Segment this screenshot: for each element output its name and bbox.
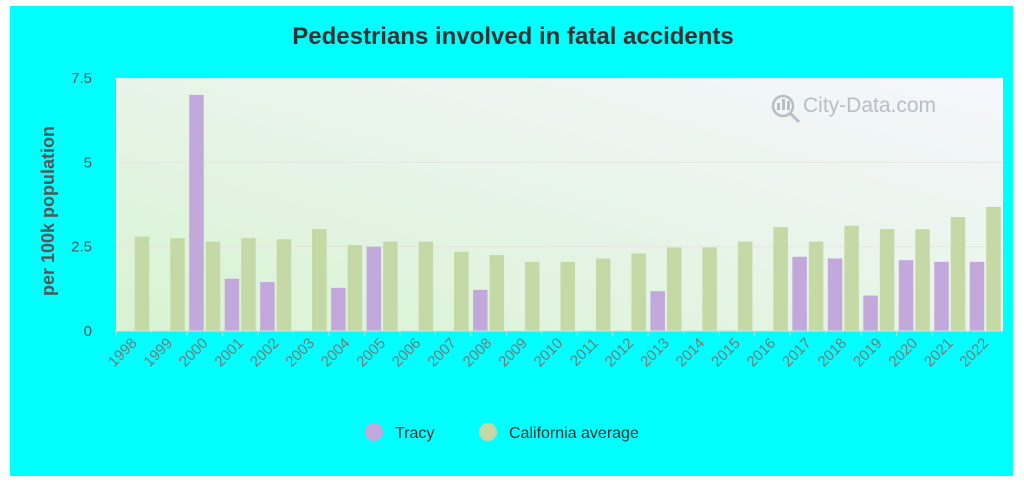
x-tick-label: 2015 — [708, 335, 744, 371]
x-tick-label: 2002 — [247, 335, 283, 371]
bar-tracy-2013 — [650, 291, 665, 331]
bar-california-2001 — [241, 238, 256, 331]
y-tick-label: 7.5 — [71, 70, 92, 87]
x-tick-label: 2007 — [424, 335, 460, 371]
bar-tracy-2021 — [934, 261, 949, 331]
y-tick-label: 0 — [84, 323, 92, 340]
legend-label: California average — [509, 425, 639, 442]
y-tick-label: 5 — [84, 154, 92, 171]
legend-swatch — [365, 423, 383, 441]
bar-california-2017 — [808, 241, 824, 331]
x-tick-label: 2009 — [495, 335, 531, 371]
bar-tracy-2001 — [224, 278, 240, 331]
x-tick-label: 2003 — [282, 335, 318, 371]
bar-tracy-2000 — [189, 94, 204, 331]
x-tick-label: 2013 — [637, 335, 673, 371]
bar-california-2022 — [986, 206, 1001, 331]
watermark-text: City-Data.com — [803, 94, 936, 117]
bar-california-1998 — [134, 236, 150, 331]
y-axis-label: per 100k population — [38, 126, 58, 296]
bar-california-2012 — [631, 253, 646, 331]
bar-california-2015 — [737, 241, 753, 331]
x-tick-label: 2020 — [886, 335, 922, 371]
bar-california-2021 — [950, 216, 966, 331]
y-tick-label: 2.5 — [71, 239, 92, 256]
watermark: City-Data.com — [771, 94, 936, 124]
x-tick-label: 2022 — [956, 335, 992, 371]
x-tick-label: 2021 — [921, 335, 957, 371]
x-tick-label: 2012 — [602, 335, 638, 371]
bar-tracy-2022 — [969, 261, 985, 331]
x-tick-label: 1998 — [105, 335, 141, 371]
bar-california-2006 — [418, 241, 434, 331]
bar-tracy-2018 — [827, 258, 843, 331]
city-data-logo-icon — [771, 94, 801, 124]
bar-tracy-2017 — [792, 256, 807, 331]
bar-california-2002 — [276, 239, 292, 331]
x-tick-label: 2018 — [815, 335, 851, 371]
chart-title: Pedestrians involved in fatal accidents — [292, 23, 734, 50]
x-tick-label: 2008 — [460, 335, 496, 371]
bar-tracy-2004 — [331, 287, 346, 331]
bar-california-2013 — [666, 247, 682, 331]
bar-california-1999 — [170, 238, 185, 331]
bar-california-2008 — [489, 255, 505, 331]
x-tick-label: 2001 — [211, 335, 247, 371]
bar-california-2020 — [915, 229, 930, 331]
x-tick-label: 2000 — [176, 335, 212, 371]
x-tick-label: 2004 — [318, 335, 354, 371]
x-tick-label: 2016 — [744, 335, 780, 371]
chart-svg: Pedestrians involved in fatal accidents … — [38, 23, 1003, 442]
bar-california-2004 — [347, 244, 363, 331]
bar-tracy-2020 — [898, 260, 914, 331]
x-tick-label: 1999 — [140, 335, 176, 371]
bar-california-2000 — [205, 241, 221, 331]
bar-california-2010 — [560, 261, 575, 331]
x-tick-label: 2014 — [673, 335, 709, 371]
chart-frame: Pedestrians involved in fatal accidents … — [10, 6, 1013, 476]
bar-tracy-2005 — [366, 246, 382, 331]
x-tick-label: 2017 — [779, 335, 815, 371]
legend-item-tracy[interactable]: Tracy — [365, 423, 434, 442]
x-tick-label: 2011 — [567, 335, 602, 370]
bar-california-2007 — [454, 251, 469, 331]
bar-tracy-2008 — [473, 289, 488, 331]
legend-item-california[interactable]: California average — [479, 423, 639, 442]
bar-california-2018 — [844, 225, 859, 331]
bar-california-2019 — [879, 229, 895, 331]
bar-california-2011 — [595, 258, 611, 331]
bar-california-2005 — [383, 241, 398, 331]
x-tick-label: 2019 — [850, 335, 886, 371]
legend-swatch — [479, 423, 497, 441]
x-tick-label: 2006 — [389, 335, 425, 371]
bar-california-2003 — [312, 229, 327, 331]
bar-california-2009 — [525, 261, 540, 331]
bar-tracy-2019 — [863, 295, 878, 331]
bar-california-2016 — [773, 227, 788, 331]
x-tick-label: 2005 — [353, 335, 389, 371]
bar-tracy-2002 — [260, 282, 275, 331]
x-tick-label: 2010 — [531, 335, 567, 371]
bar-california-2014 — [702, 247, 717, 331]
legend-label: Tracy — [395, 425, 434, 442]
